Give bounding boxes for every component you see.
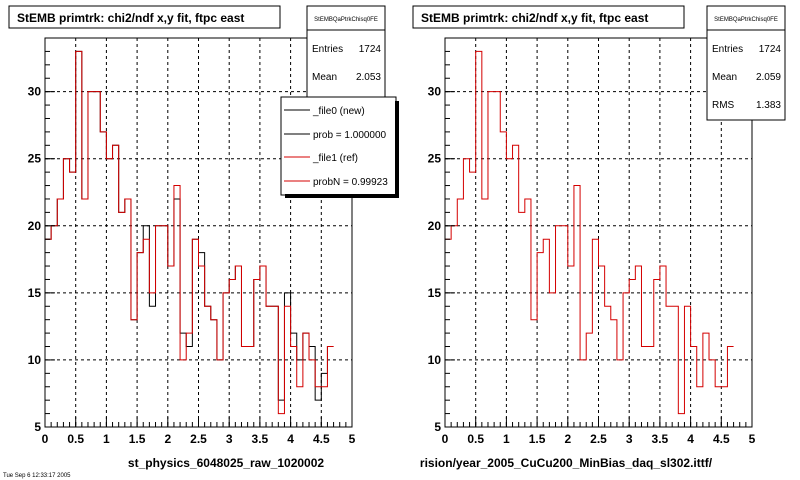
right-stats-mean-label: Mean	[712, 72, 737, 83]
left-stats-box: StEMBQaPtrkChisq0FE Entries 1724 Mean 2.…	[306, 5, 386, 101]
left-grid	[45, 38, 352, 428]
x-tick-label: 4.5	[313, 432, 330, 446]
right-series	[445, 50, 734, 415]
y-tick-label: 25	[28, 152, 42, 166]
x-tick-label: 2.5	[590, 432, 607, 446]
right-x-axis-label: rision/year_2005_CuCu200_MinBias_daq_sl3…	[420, 456, 713, 470]
histogram-series-line	[445, 50, 734, 415]
y-tick-label: 15	[28, 286, 42, 300]
right-chart-title: StEMB primtrk: chi2/ndf x,y fit, ftpc ea…	[421, 11, 648, 25]
x-tick-label: 4	[687, 432, 694, 446]
x-tick-label: 1.5	[529, 432, 546, 446]
right-x-tick-labels: 0 0.5 1 1.5 2 2.5 3 3.5 4 4.5 5	[442, 432, 756, 446]
y-tick-label: 20	[428, 219, 442, 233]
right-stats-entries-value: 1724	[759, 44, 782, 55]
y-tick-label: 10	[428, 353, 442, 367]
left-legend: _file0 (new) prob = 1.000000 _file1 (ref…	[280, 96, 399, 198]
left-series	[45, 50, 334, 415]
y-tick-label: 20	[28, 219, 42, 233]
right-stats-entries-label: Entries	[712, 44, 743, 55]
left-stats-mean-value: 2.053	[356, 72, 381, 83]
right-title-box	[412, 5, 685, 29]
legend-entry-new: _file0 (new)	[312, 106, 365, 117]
left-x-tick-labels: 0 0.5 1 1.5 2 2.5 3 3.5 4 4.5 5	[42, 432, 356, 446]
y-tick-label: 5	[434, 420, 441, 434]
x-tick-label: 0.5	[467, 432, 484, 446]
legend-entry-probn: probN = 0.99923	[313, 177, 388, 188]
x-tick-label: 3	[626, 432, 633, 446]
legend-entry-ref: _file1 (ref)	[312, 153, 358, 164]
histogram-series-line	[45, 50, 334, 415]
x-tick-label: 0	[42, 432, 49, 446]
left-stats-entries-value: 1724	[359, 44, 382, 55]
y-tick-label: 15	[428, 286, 442, 300]
right-stats-rms-value: 1.383	[756, 100, 781, 111]
x-tick-label: 2	[164, 432, 171, 446]
y-tick-label: 30	[428, 85, 442, 99]
footer-timestamp: Tue Sep 6 12:33:17 2005	[3, 473, 71, 479]
right-stats-rms-label: RMS	[712, 100, 735, 111]
right-stats-id: StEMBQaPtrkChisq0FE	[714, 17, 778, 23]
left-stats-entries-label: Entries	[312, 44, 343, 55]
x-tick-label: 2	[564, 432, 571, 446]
left-y-tick-labels: 5 10 15 20 25 30	[28, 85, 42, 434]
x-tick-label: 1	[103, 432, 110, 446]
x-tick-label: 5	[349, 432, 356, 446]
left-axis-ticks	[44, 37, 353, 428]
x-tick-label: 0.5	[67, 432, 84, 446]
x-tick-label: 1	[503, 432, 510, 446]
left-panel: 0 0.5 1 1.5 2 2.5 3 3.5 4 4.5 5 5 10 15 20 25 30 StEMB …	[8, 5, 399, 470]
x-tick-label: 3.5	[252, 432, 269, 446]
right-grid	[445, 38, 752, 428]
left-chart-title: StEMB primtrk: chi2/ndf x,y fit, ftpc ea…	[17, 11, 244, 25]
left-x-axis-label: st_physics_6048025_raw_1020002	[128, 456, 324, 470]
x-tick-label: 4.5	[713, 432, 730, 446]
x-tick-label: 3.5	[652, 432, 669, 446]
x-tick-label: 4	[287, 432, 294, 446]
left-stats-mean-label: Mean	[312, 72, 337, 83]
right-stats-box: StEMBQaPtrkChisq0FE Entries 1724 Mean 2.…	[706, 5, 786, 121]
legend-entry-prob: prob = 1.000000	[313, 130, 387, 141]
left-stats-id: StEMBQaPtrkChisq0FE	[314, 17, 378, 23]
right-y-tick-labels: 5 10 15 20 25 30	[428, 85, 442, 434]
x-tick-label: 5	[749, 432, 756, 446]
right-panel: 0 0.5 1 1.5 2 2.5 3 3.5 4 4.5 5 5 10 15 20 25 30 StEMB …	[412, 5, 786, 470]
y-tick-label: 5	[34, 420, 41, 434]
y-tick-label: 25	[428, 152, 442, 166]
y-tick-label: 10	[28, 353, 42, 367]
right-stats-mean-value: 2.059	[756, 72, 781, 83]
y-tick-label: 30	[28, 85, 42, 99]
right-axis-ticks	[444, 37, 753, 428]
x-tick-label: 2.5	[190, 432, 207, 446]
x-tick-label: 3	[226, 432, 233, 446]
left-title-box	[8, 5, 281, 29]
x-tick-label: 0	[442, 432, 449, 446]
x-tick-label: 1.5	[129, 432, 146, 446]
